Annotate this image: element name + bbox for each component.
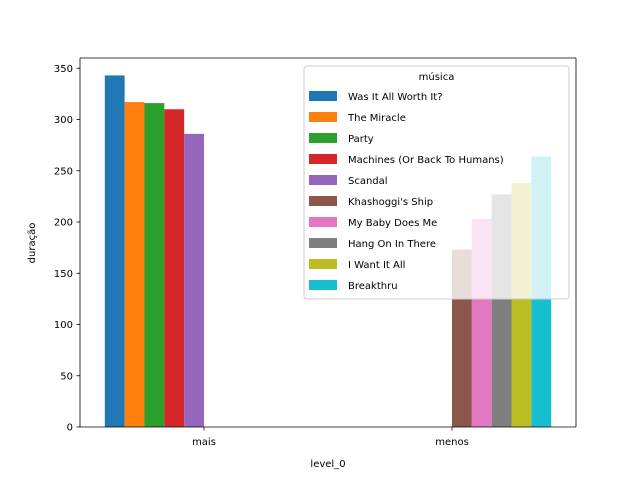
legend-swatch-6 [309,196,337,206]
x-axis-label: level_0 [310,459,345,470]
legend-entry-5: Scandal [348,176,388,187]
legend: música Was It All Worth It? The Miracle Par… [303,65,570,300]
x-tick-label-menos: menos [435,437,469,448]
axes: 0 50 100 150 200 250 300 350 mais menos [54,57,577,448]
y-axis-label: duração [27,223,38,264]
y-tick-label-50: 50 [60,371,73,382]
legend-entry-10: Breakthru [348,281,398,292]
bar-2-mais [124,102,145,427]
legend-swatch-3 [309,133,337,143]
y-tick-label-200: 200 [54,218,73,229]
legend-entry-3: Party [348,134,374,145]
bar-3-mais [144,103,165,427]
legend-entry-4: Machines (Or Back To Humans) [348,155,504,166]
legend-swatch-5 [309,175,337,185]
legend-entry-1: Was It All Worth It? [348,92,443,103]
bar-4-mais [164,109,185,427]
legend-entry-9: I Want It All [348,260,405,271]
bar-5-mais [184,133,204,427]
y-tick-label-350: 350 [54,64,73,75]
legend-swatch-9 [309,259,337,269]
legend-swatch-1 [309,91,337,101]
x-tick-label-mais: mais [192,437,216,448]
y-tick-label-250: 250 [54,166,73,177]
legend-entry-8: Hang On In There [348,239,436,250]
legend-frame [303,65,570,300]
legend-swatch-7 [309,217,337,227]
legend-swatch-4 [309,154,337,164]
y-tick-label-300: 300 [54,115,73,126]
legend-entry-7: My Baby Does Me [348,218,437,229]
y-tick-label-150: 150 [54,269,73,280]
legend-title: música [419,71,455,83]
legend-swatch-8 [309,238,337,248]
bar-1-mais [104,75,125,428]
legend-swatch-10 [309,280,337,290]
y-tick-label-100: 100 [54,320,73,331]
legend-entry-6: Khashoggi's Ship [348,197,433,208]
legend-entry-2: The Miracle [347,113,406,124]
legend-swatch-2 [309,112,337,122]
y-tick-label-0: 0 [67,423,73,434]
